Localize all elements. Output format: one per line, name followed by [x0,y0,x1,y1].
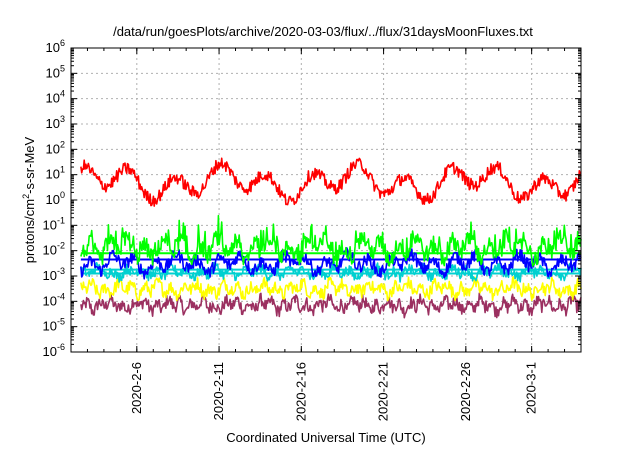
y-tick-label: 10-4 [43,291,65,308]
y-tick-label: 10-3 [43,266,65,283]
series-line [80,261,582,283]
y-tick-label: 10-5 [43,317,65,334]
x-tick-label: 2020-2-26 [458,362,473,421]
y-tick-label: 105 [46,63,65,80]
series-line [80,214,582,268]
x-axis: 2020-2-6 2020-2-11 2020-2-16 2020-2-21 2020-… [86,48,566,421]
y-tick-label: 10-1 [43,215,65,232]
series-line [80,291,582,319]
y-tick-label: 106 [46,38,65,55]
y-tick-label: 100 [46,190,65,207]
x-axis-label: Coordinated Universal Time (UTC) [226,430,425,445]
y-tick-label: 101 [46,165,65,182]
series-line [80,157,582,207]
y-tick-label: 102 [46,139,65,156]
x-tick-label: 2020-2-21 [376,362,391,421]
y-axis-label: protons/cm2-s-sr-MeV [21,136,37,263]
x-tick-label: 2020-2-11 [211,362,226,420]
series-group [80,157,582,319]
series-line [80,276,582,302]
y-tick-label: 104 [46,89,65,106]
y-tick-label: 10-6 [43,342,65,359]
y-axis: 106 105 104 103 102 101 100 10-1 10-2 10-3 10-4 10-… [43,38,581,359]
x-tick-label: 2020-3-1 [524,362,539,414]
y-tick-label: 10-2 [43,241,65,258]
x-tick-label: 2020-2-16 [293,362,308,421]
y-tick-label: 103 [46,114,65,131]
x-tick-label: 2020-2-6 [129,362,144,414]
chart-title: /data/run/goesPlots/archive/2020-03-03/f… [113,24,533,39]
